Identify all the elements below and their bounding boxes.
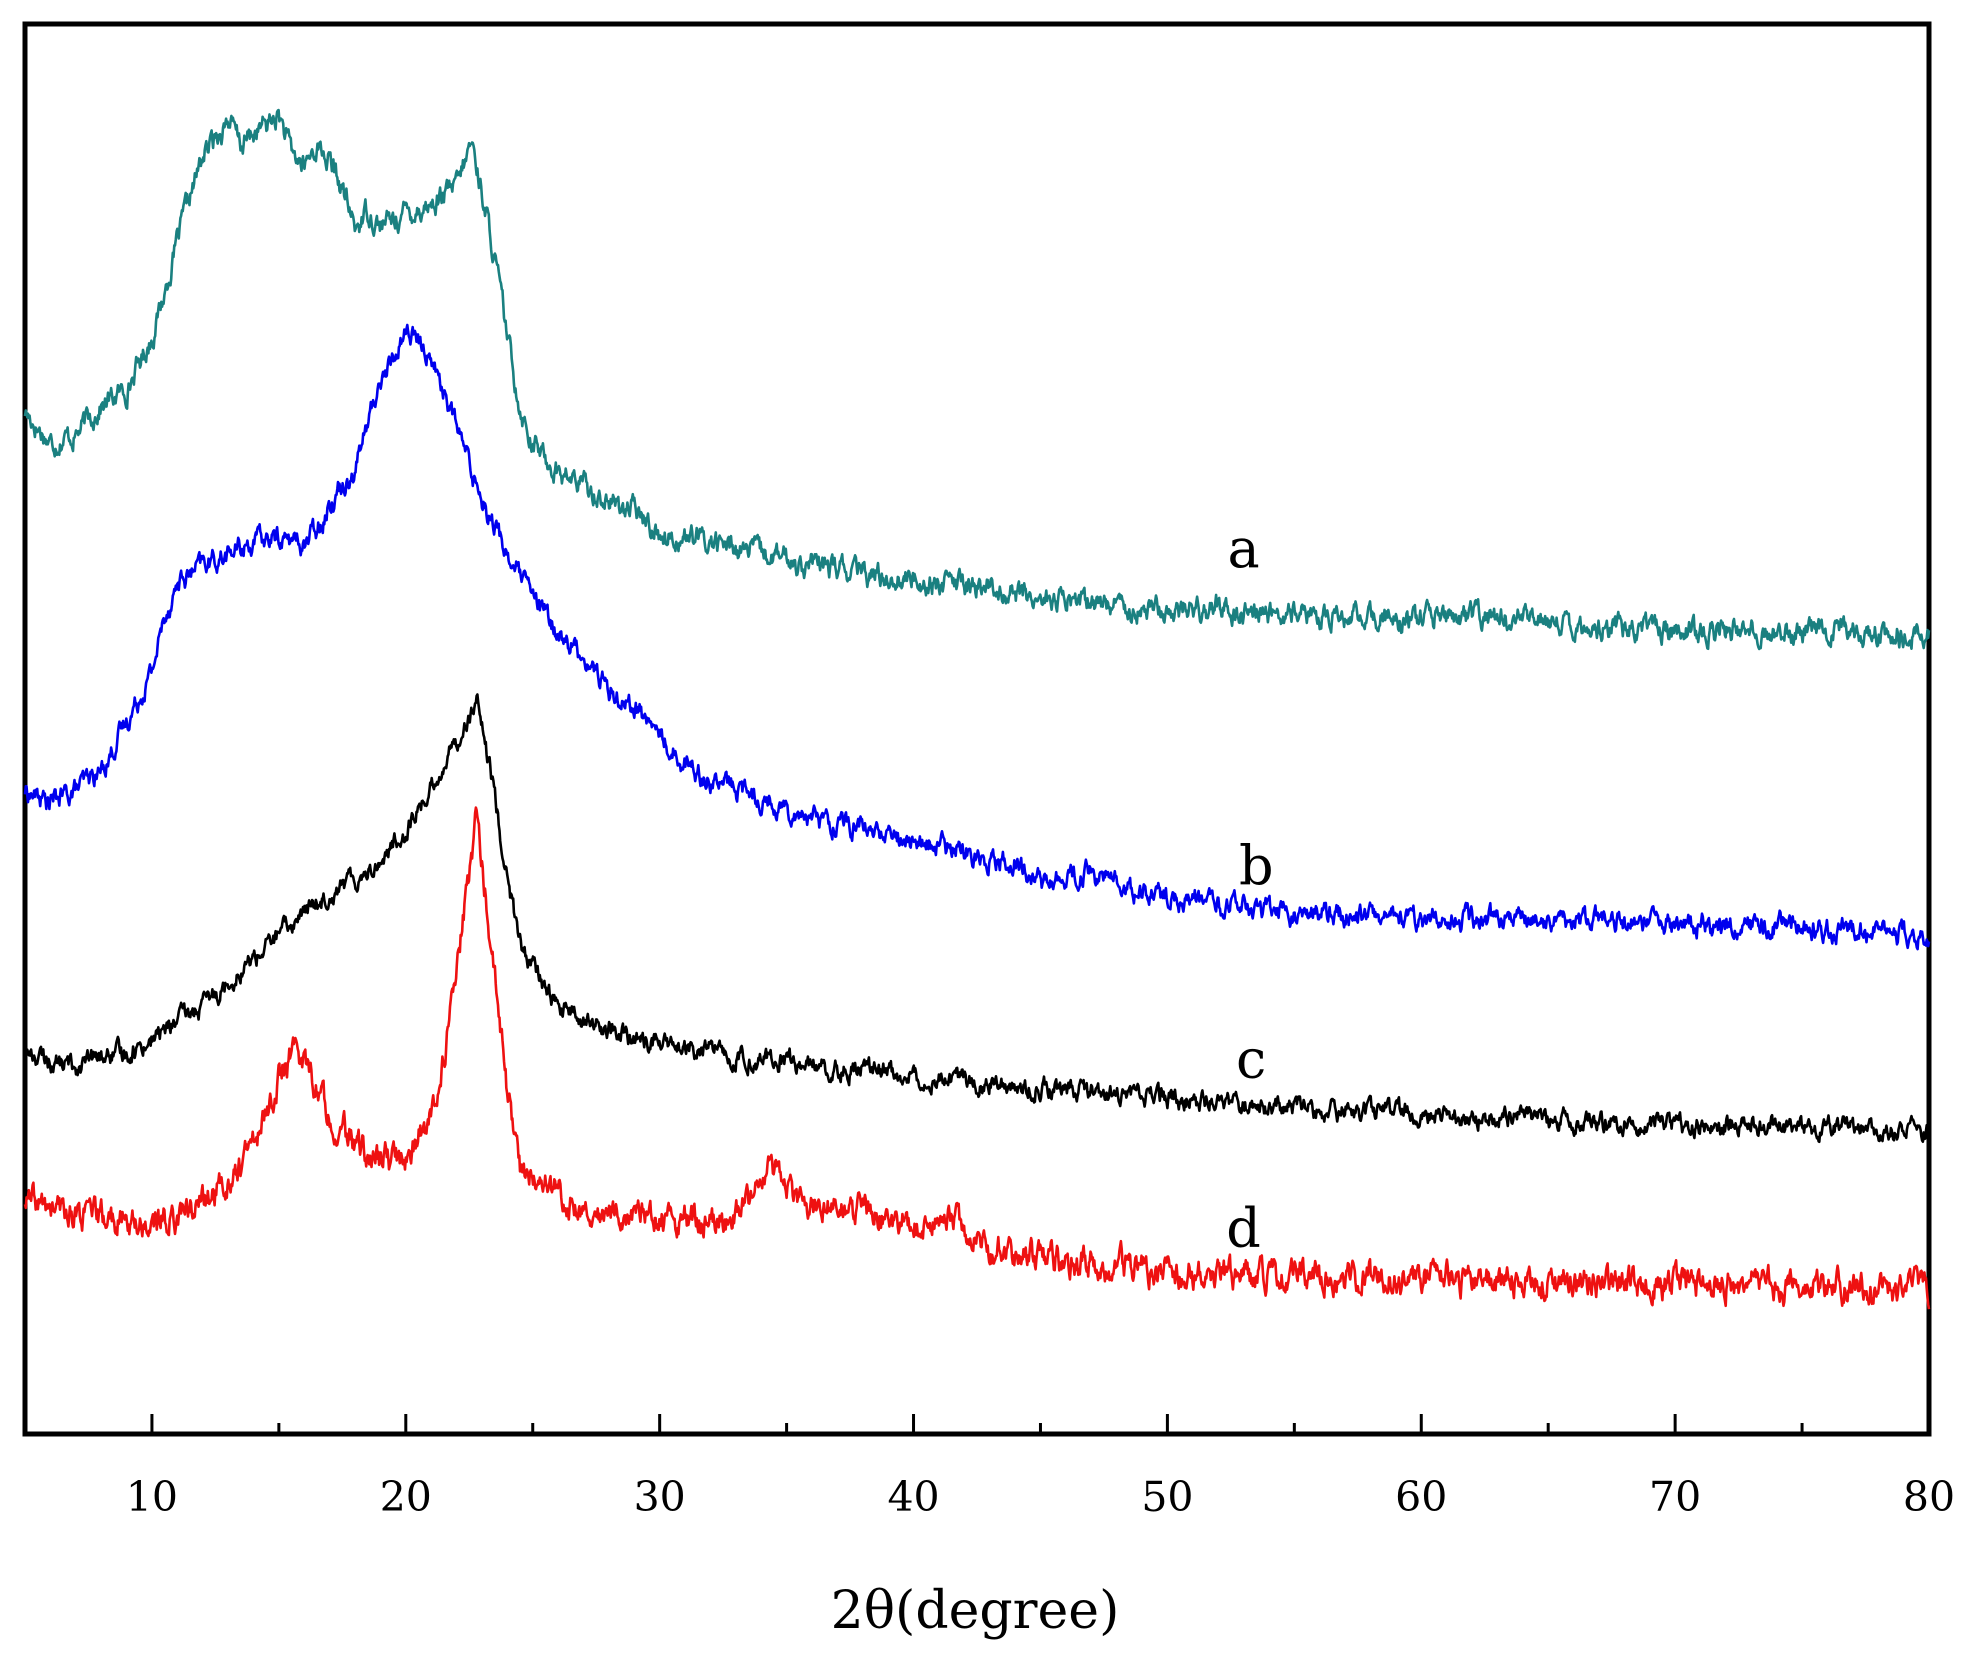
series-label-b: b xyxy=(1239,834,1274,897)
x-tick-label-50: 50 xyxy=(1141,1473,1193,1521)
series-line-d xyxy=(23,806,1931,1310)
series-line-a xyxy=(23,108,1931,651)
plot-frame xyxy=(22,21,1932,1437)
series-labels: a b c d xyxy=(1226,517,1273,1260)
series-label-a: a xyxy=(1227,517,1259,580)
x-tick-label-70: 70 xyxy=(1649,1473,1701,1521)
series-label-d: d xyxy=(1226,1196,1261,1259)
series-line-c xyxy=(23,693,1931,1144)
series-label-c: c xyxy=(1236,1027,1266,1090)
x-axis-ticks xyxy=(23,1414,1931,1434)
x-tick-label-60: 60 xyxy=(1395,1473,1447,1521)
x-tick-label-80: 80 xyxy=(1903,1473,1955,1521)
x-axis-tick-labels: 10 20 30 40 50 60 70 80 xyxy=(126,1473,1955,1521)
x-axis-title: 2θ(degree) xyxy=(831,1581,1120,1641)
x-tick-label-40: 40 xyxy=(887,1473,939,1521)
x-tick-label-10: 10 xyxy=(126,1473,178,1521)
x-tick-label-20: 20 xyxy=(380,1473,432,1521)
series-layer xyxy=(23,108,1931,1310)
series-line-b xyxy=(23,323,1931,951)
x-tick-label-30: 30 xyxy=(634,1473,686,1521)
